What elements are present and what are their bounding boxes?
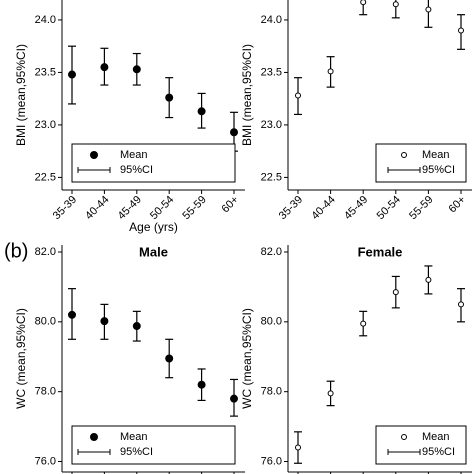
legend-marker [401, 152, 407, 158]
x-tick-label: 60+ [219, 194, 241, 216]
y-tick-label: 82.0 [261, 246, 282, 258]
x-tick-label: 35-39 [277, 194, 305, 222]
y-axis-label: WC (mean,95%CI) [240, 308, 254, 409]
x-tick-label: 60+ [446, 194, 468, 216]
legend-box [71, 425, 236, 465]
x-tick-label: 40-44 [83, 194, 111, 222]
legend-label: 95%CI [120, 446, 153, 458]
legend-marker [90, 151, 98, 159]
x-tick-label: 50-54 [148, 194, 176, 222]
x-axis-label: Age (yrs) [129, 220, 178, 234]
y-tick-label: 24.0 [261, 14, 282, 26]
mean-point [458, 27, 464, 34]
mean-point [425, 276, 432, 283]
x-tick-label: 45-49 [116, 194, 144, 222]
x-tick-label: 40-44 [309, 194, 337, 222]
mean-point [230, 128, 238, 137]
y-tick-label: 80.0 [261, 316, 282, 328]
y-tick-label: 82.0 [35, 246, 56, 258]
x-tick-label: 35-39 [51, 194, 79, 222]
y-tick-label: 78.0 [261, 386, 282, 398]
y-tick-label: 22.5 [261, 171, 282, 183]
legend-label: Mean [422, 431, 450, 443]
y-tick-label: 78.0 [35, 386, 56, 398]
mean-point [392, 1, 399, 8]
mean-point [295, 92, 301, 99]
y-tick-label: 22.5 [35, 171, 56, 183]
panel-title: Male [139, 244, 168, 259]
mean-point [100, 63, 109, 72]
mean-point [295, 444, 301, 451]
mean-point [327, 390, 334, 397]
y-axis-label: BMI (mean,95%CI) [240, 44, 254, 146]
x-tick-label: 55-59 [407, 194, 435, 222]
legend-label: 95%CI [422, 164, 455, 176]
legend-label: 95%CI [120, 164, 153, 176]
legend-label: Mean [120, 431, 148, 443]
mean-point [100, 317, 109, 326]
mean-point [132, 65, 141, 74]
legend-label: Mean [120, 149, 148, 161]
mean-point [132, 322, 141, 331]
legend-marker [401, 434, 407, 440]
y-tick-label: 23.0 [261, 119, 282, 131]
x-tick-label: 55-59 [180, 194, 208, 222]
panel-label: (b) [4, 240, 28, 262]
legend-box [375, 425, 467, 465]
mean-point [230, 394, 238, 403]
x-tick-label: 45-49 [342, 194, 370, 222]
y-tick-label: 80.0 [35, 316, 56, 328]
legend-label: Mean [422, 149, 450, 161]
legend-label: 95%CI [422, 446, 455, 458]
mean-point [425, 6, 432, 13]
mean-point [165, 93, 174, 102]
y-tick-label: 24.0 [35, 14, 56, 26]
legend-box [375, 143, 467, 183]
y-tick-label: 23.5 [35, 66, 56, 78]
y-axis-label: WC (mean,95%CI) [14, 308, 28, 409]
mean-point [197, 107, 206, 116]
error-bar [424, 0, 433, 28]
panel-title: Female [358, 244, 403, 259]
y-tick-label: 23.5 [261, 66, 282, 78]
legend-box [71, 143, 236, 183]
mean-point [458, 301, 464, 308]
mean-point [68, 310, 76, 319]
mean-point [327, 68, 334, 75]
mean-point [165, 354, 174, 363]
mean-point [68, 70, 76, 79]
x-tick-label: 50-54 [375, 194, 403, 222]
legend-marker [90, 433, 98, 441]
y-tick-label: 76.0 [261, 455, 282, 467]
y-tick-label: 76.0 [35, 455, 56, 467]
mean-point [360, 320, 367, 327]
mean-point [197, 380, 206, 389]
y-axis-label: BMI (mean,95%CI) [14, 44, 28, 146]
mean-point [392, 289, 399, 296]
mean-point [360, 0, 367, 6]
y-tick-label: 23.0 [35, 119, 56, 131]
